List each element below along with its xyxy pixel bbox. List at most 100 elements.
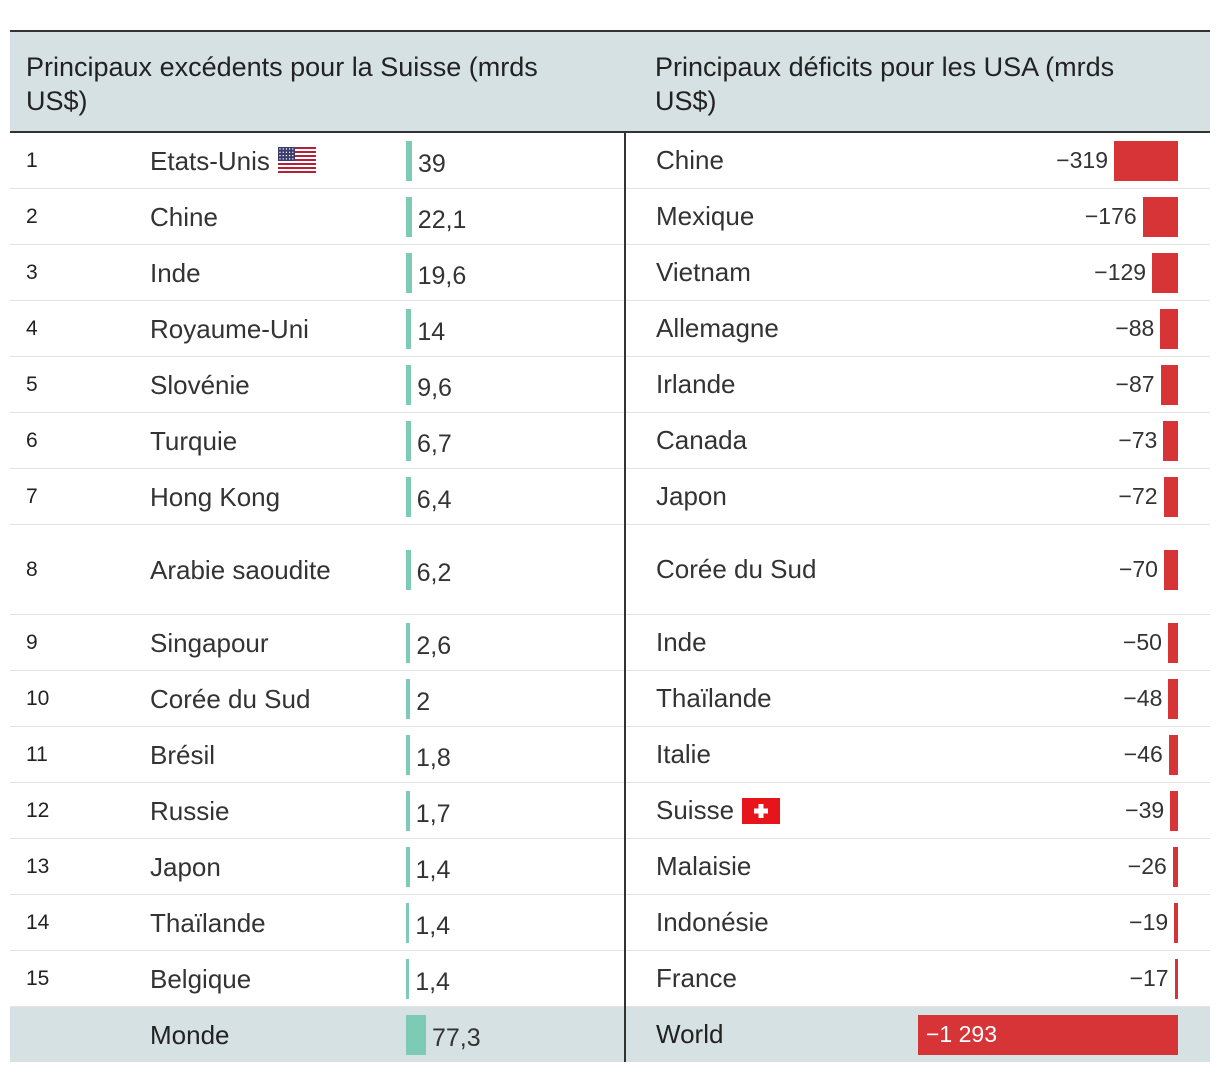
total-surplus-bar	[406, 1015, 426, 1055]
surplus-bar	[406, 847, 410, 887]
table-row: 5 Slovénie 9,6 Irlande −87	[10, 357, 1210, 413]
deficit-bar	[1163, 477, 1178, 517]
deficit-country-label: Chine	[656, 145, 724, 175]
table-row: 1 Etats-Unis 39 Chine −319	[10, 133, 1210, 189]
surplus-value-label: 6,7	[417, 430, 452, 458]
surplus-country-label: Etats-Unis	[150, 145, 270, 176]
rank-number: 5	[26, 372, 38, 396]
surplus-bar	[406, 141, 412, 181]
surplus-bar	[406, 365, 412, 405]
deficit-country-name: Canada	[656, 413, 747, 468]
deficit-value-label: −72	[1118, 483, 1158, 509]
surplus-country-name: Slovénie	[150, 357, 380, 412]
deficit-country-label: Indonésie	[656, 907, 769, 937]
rank-number: 15	[26, 966, 50, 990]
top-rule	[10, 30, 1210, 32]
surplus-value-label: 1,8	[416, 744, 451, 772]
surplus-value-label: 2	[416, 688, 431, 716]
trade-balance-table: Principaux excédents pour la Suisse (mrd…	[10, 30, 1210, 1062]
surplus-bar	[406, 791, 410, 831]
surplus-value-label: 14	[417, 318, 446, 346]
deficit-country-name: Japon	[656, 469, 727, 524]
surplus-country-name: Arabie saoudite	[150, 525, 380, 614]
table-row: 10 Corée du Sud 2 Thaïlande −48	[10, 671, 1210, 727]
deficit-bar	[1142, 197, 1178, 237]
deficit-bar	[1168, 735, 1178, 775]
deficit-value-label: −50	[1122, 629, 1162, 655]
deficit-country-name: France	[656, 951, 737, 1006]
deficit-bar	[1160, 309, 1178, 349]
deficit-country-name: Indonésie	[656, 895, 769, 950]
deficit-value-label: −48	[1123, 685, 1163, 711]
rank-number: 11	[26, 742, 48, 766]
total-deficit-bar	[918, 1015, 1178, 1055]
surplus-country-name: Russie	[150, 783, 380, 838]
surplus-country-label: Chine	[150, 201, 218, 232]
deficit-value-label: −176	[1084, 203, 1137, 229]
deficit-country-label: Japon	[656, 481, 727, 511]
surplus-value-label: 1,7	[415, 800, 451, 828]
table-header: Principaux excédents pour la Suisse (mrd…	[10, 32, 1210, 133]
deficit-bar	[1167, 623, 1178, 663]
surplus-bar	[406, 735, 410, 775]
deficit-bar	[1160, 365, 1178, 405]
surplus-country-name: Hong Kong	[150, 469, 380, 524]
table-row: 9 Singapour 2,6 Inde −50	[10, 615, 1210, 671]
surplus-value-label: 39	[418, 150, 446, 178]
surplus-country-label: Inde	[150, 257, 201, 288]
deficit-bar	[1163, 550, 1178, 590]
surplus-country-name: Thaïlande	[150, 895, 380, 950]
surplus-country-label: Corée du Sud	[150, 683, 311, 714]
surplus-value-label: 6,2	[416, 559, 452, 587]
deficit-country-label: Canada	[656, 425, 748, 455]
surplus-bar	[406, 309, 412, 349]
surplus-country-label: Slovénie	[150, 369, 250, 400]
surplus-bar	[406, 623, 411, 663]
deficit-bar	[1172, 847, 1178, 887]
total-surplus-value-label: 77,3	[432, 1024, 481, 1052]
rank-number: 13	[26, 854, 50, 878]
surplus-bar	[406, 679, 411, 719]
deficit-country-label: Vietnam	[656, 257, 751, 287]
table-row: 13 Japon 1,4 Malaisie −26	[10, 839, 1210, 895]
deficit-country-label: Thaïlande	[656, 683, 772, 713]
swiss-flag-icon	[742, 797, 781, 824]
deficit-country-label: Corée du Sud	[656, 554, 817, 584]
surplus-country-label: Belgique	[150, 963, 252, 994]
surplus-country-label: Arabie saoudite	[150, 554, 331, 585]
deficit-country-label: Allemagne	[656, 313, 779, 343]
deficit-value-label: −129	[1094, 259, 1147, 285]
surplus-country-label: Singapour	[150, 627, 269, 658]
surplus-country-label: Turquie	[150, 425, 238, 456]
deficit-bar	[1174, 959, 1178, 999]
deficit-value-label: −39	[1125, 797, 1165, 823]
surplus-country-label: Russie	[150, 795, 230, 826]
deficit-country-name: Malaisie	[656, 839, 751, 894]
surplus-value-label: 1,4	[415, 968, 450, 996]
deficit-country-name: Allemagne	[656, 301, 779, 356]
surplus-country-name: Turquie	[150, 413, 380, 468]
deficit-value-label: −70	[1118, 556, 1158, 582]
deficit-value-label: −17	[1129, 965, 1169, 991]
surplus-value-label: 2,6	[416, 632, 452, 660]
rank-number: 14	[26, 910, 50, 934]
table-row: 14 Thaïlande 1,4 Indonésie −19	[10, 895, 1210, 951]
deficit-country-name: Thaïlande	[656, 671, 772, 726]
surplus-country-name: Inde	[150, 245, 380, 300]
deficit-bar	[1174, 903, 1178, 943]
surplus-value-label: 19,6	[417, 262, 467, 290]
deficit-country-label: Inde	[656, 627, 707, 657]
surplus-value-label: 1,4	[415, 856, 451, 884]
deficit-country-name: Vietnam	[656, 245, 751, 300]
deficit-bar	[1170, 791, 1178, 831]
deficit-value-label: −319	[1056, 147, 1108, 173]
rank-number: 1	[26, 148, 38, 172]
us-flag-icon	[277, 146, 316, 175]
surplus-bar	[406, 477, 411, 517]
table-row: 12 Russie 1,7 Suisse −39	[10, 783, 1210, 839]
surplus-bar	[406, 197, 412, 237]
rank-number: 6	[26, 428, 38, 452]
surplus-country-label: Royaume-Uni	[150, 313, 309, 344]
surplus-value-label: 9,6	[417, 374, 452, 402]
surplus-value-label: 6,4	[416, 486, 452, 514]
